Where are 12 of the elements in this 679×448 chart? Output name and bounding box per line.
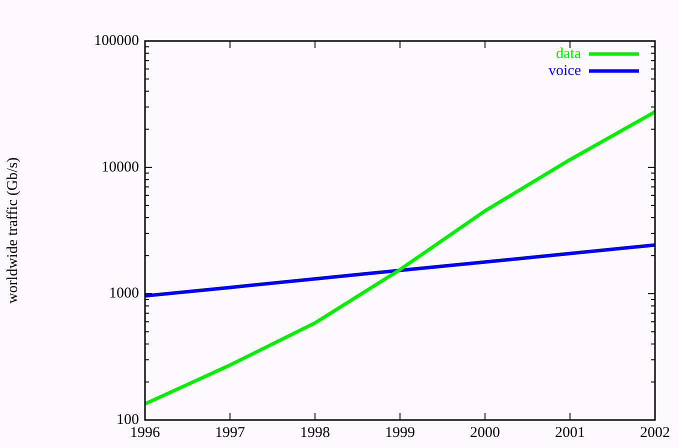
x-tick-label: 1998 xyxy=(300,424,330,441)
y-tick-label: 10000 xyxy=(102,159,139,176)
y-tick-label: 1000 xyxy=(109,286,139,302)
x-tick-label: 1997 xyxy=(215,424,246,441)
legend-label: data xyxy=(556,46,582,62)
x-tick-label: 2002 xyxy=(640,424,670,441)
x-tick-label: 2000 xyxy=(470,424,500,441)
legend-label: voice xyxy=(548,62,582,79)
y-axis-title: worldwide traffic (Gb/s) xyxy=(4,157,21,304)
y-tick-label: 100000 xyxy=(94,32,139,49)
x-tick-label: 1999 xyxy=(385,424,415,441)
x-tick-label: 2001 xyxy=(555,424,585,441)
